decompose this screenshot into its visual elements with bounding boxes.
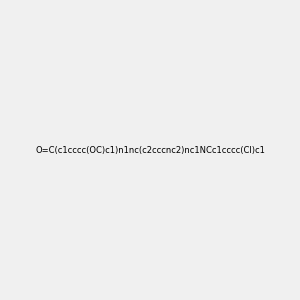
Text: O=C(c1cccc(OC)c1)n1nc(c2cccnc2)nc1NCc1cccc(Cl)c1: O=C(c1cccc(OC)c1)n1nc(c2cccnc2)nc1NCc1cc… xyxy=(35,146,265,154)
